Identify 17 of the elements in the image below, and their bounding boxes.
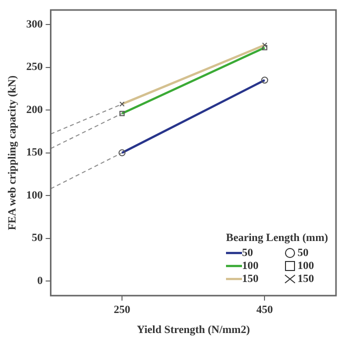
text: 50 <box>298 246 308 259</box>
legend-label: 50 <box>242 246 253 259</box>
y-tick-label: 100 <box>26 189 44 202</box>
y-tick-label: 150 <box>26 146 44 159</box>
text: 150 <box>298 272 314 285</box>
x-axis-title: Yield Strength (N/mm2) <box>136 324 250 336</box>
legend-label: 150 <box>242 272 258 285</box>
y-tick-label: 300 <box>26 18 44 30</box>
y-axis-title: FEA web crippling capacity (kN) <box>6 75 18 230</box>
y-tick-label: 0 <box>37 274 44 287</box>
text: 100 <box>298 260 314 272</box>
y-tick-label: 250 <box>26 61 44 74</box>
y-tick-label: 50 <box>32 232 44 244</box>
legend-label: 100 <box>242 260 258 272</box>
x-tick-label: 450 <box>256 304 274 316</box>
legend-title: Bearing Length (mm) <box>226 232 328 245</box>
y-tick-label: 200 <box>26 104 44 116</box>
